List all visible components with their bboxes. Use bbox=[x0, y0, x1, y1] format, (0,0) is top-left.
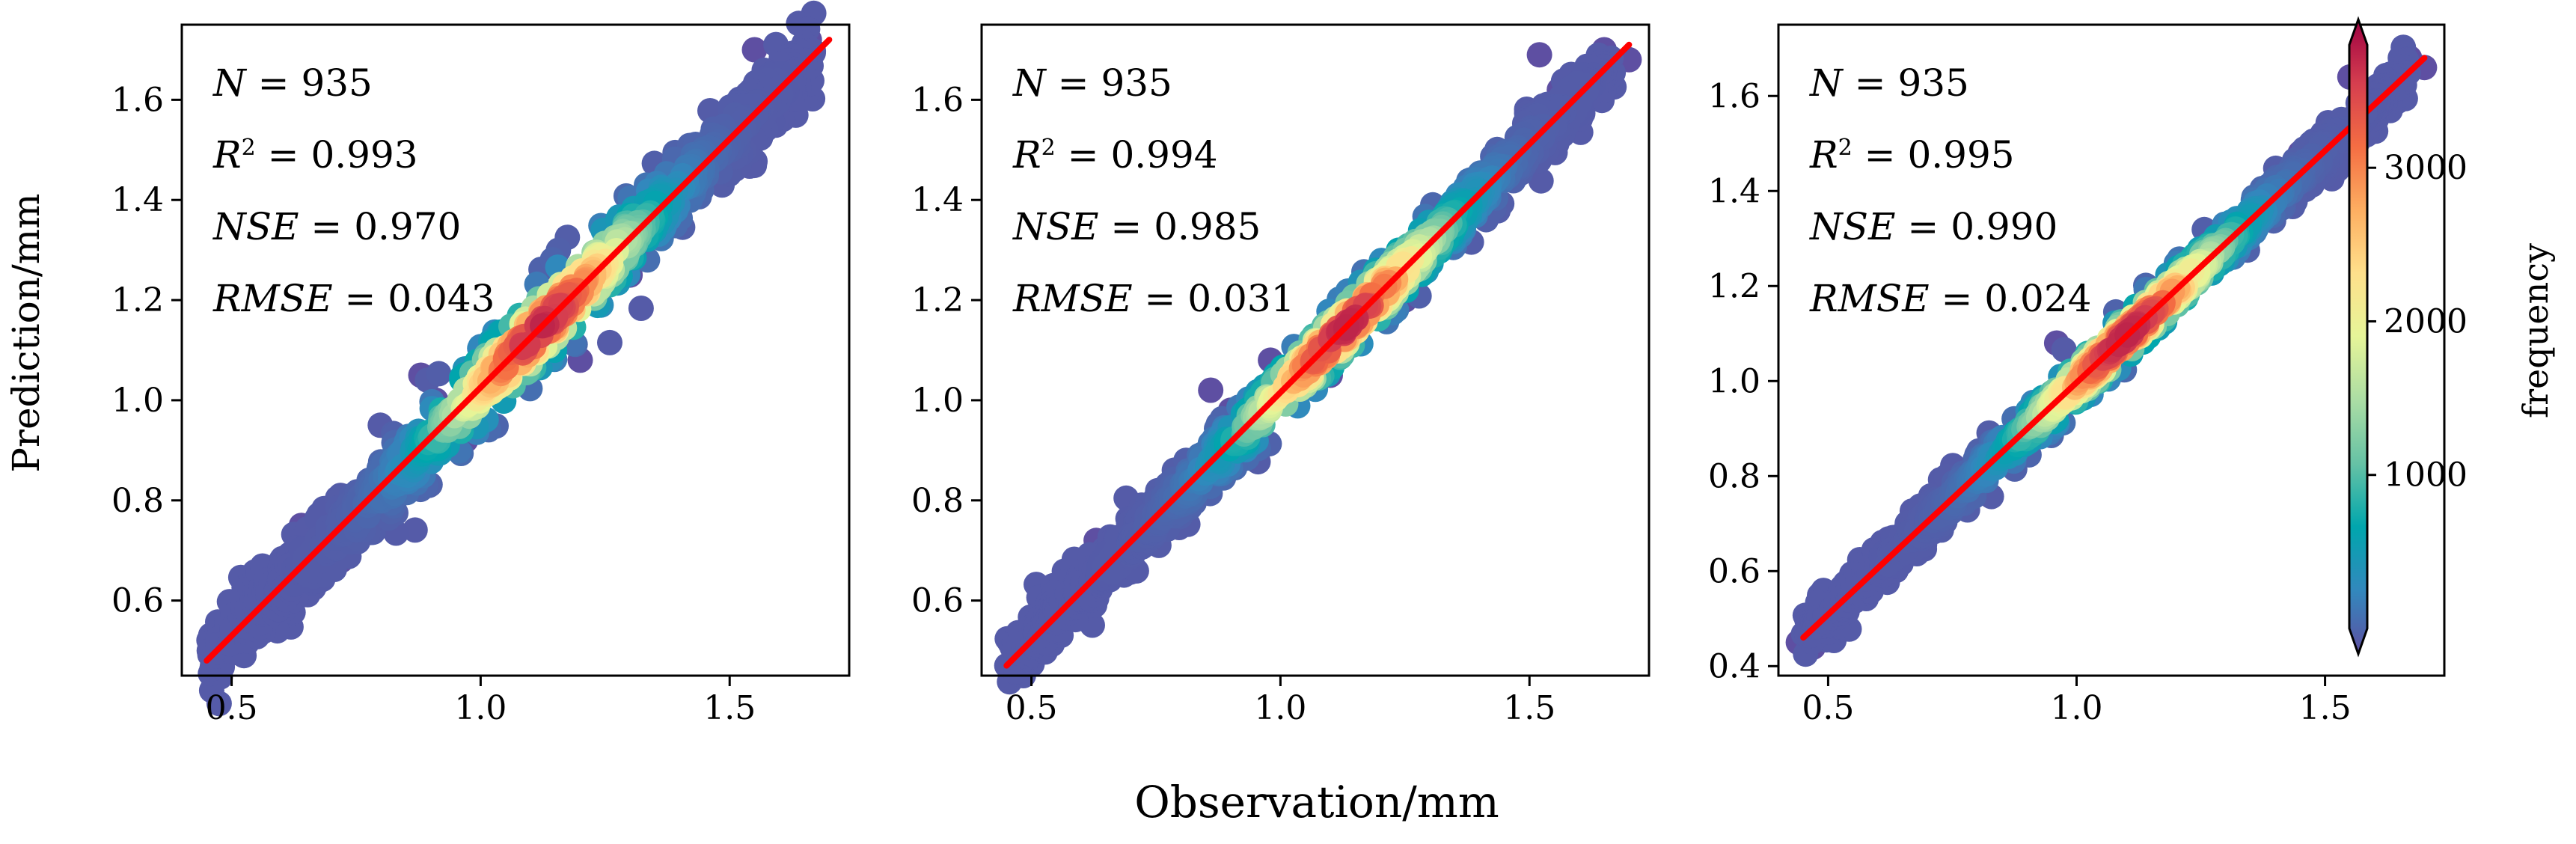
colorbar: 1000 2000 3000 frequency bbox=[2348, 16, 2556, 658]
y-tick-label: 1.0 bbox=[1708, 362, 1760, 400]
y-tick-label: 0.8 bbox=[1708, 457, 1760, 495]
panel-middle: 0.5 1.0 1.5 0.6 0.8 1.0 1.2 1.4 1.6 N = 935 R2 =… bbox=[911, 23, 1650, 727]
y-tick-label: 1.6 bbox=[1708, 77, 1760, 115]
x-tick-label: 1.5 bbox=[2299, 689, 2352, 727]
scatter-point bbox=[402, 517, 428, 543]
stat-nse-right: NSE = 0.990 bbox=[1809, 205, 2058, 248]
y-tick-label: 1.4 bbox=[1708, 172, 1760, 210]
plot-border-middle bbox=[980, 23, 1650, 677]
y-tick-label: 0.6 bbox=[911, 582, 964, 620]
stat-n-right: N = 935 bbox=[1809, 61, 1969, 105]
colorbar-tick-label: 1000 bbox=[2384, 456, 2468, 495]
scatter-point bbox=[1526, 42, 1552, 68]
x-tick-label: 0.5 bbox=[1802, 689, 1854, 727]
x-axis-label: Observation/mm bbox=[1134, 777, 1499, 828]
scatter-point bbox=[628, 296, 654, 321]
y-tick-label: 1.6 bbox=[911, 81, 964, 119]
plot-border-right bbox=[1777, 23, 2446, 677]
stat-r2-middle: R2 = 0.994 bbox=[1012, 133, 1218, 177]
colorbar-body bbox=[2348, 16, 2369, 658]
stat-rmse-middle: RMSE = 0.031 bbox=[1012, 277, 1294, 320]
scatter-point bbox=[741, 37, 768, 63]
y-tick-label: 1.0 bbox=[911, 382, 964, 420]
y-tick-label: 1.2 bbox=[1708, 267, 1760, 305]
y-tick-label: 0.4 bbox=[1708, 647, 1760, 685]
y-tick-label: 1.2 bbox=[911, 281, 964, 319]
x-tick-label: 1.5 bbox=[1503, 689, 1555, 727]
axis-ticks-middle: 0.5 1.0 1.5 0.6 0.8 1.0 1.2 1.4 1.6 bbox=[911, 81, 1555, 727]
scatter-point bbox=[426, 361, 452, 387]
x-tick-label: 1.0 bbox=[2051, 689, 2103, 727]
fit-line-right bbox=[1800, 55, 2428, 641]
stat-nse-middle: NSE = 0.985 bbox=[1012, 205, 1261, 248]
stat-nse-left: NSE = 0.970 bbox=[212, 205, 461, 248]
x-tick-label: 1.0 bbox=[1254, 689, 1306, 727]
y-tick-label: 1.4 bbox=[911, 181, 964, 219]
stat-rmse-left: RMSE = 0.043 bbox=[212, 277, 495, 320]
scatter-point bbox=[2051, 337, 2077, 363]
y-tick-label: 1.2 bbox=[111, 281, 164, 319]
scatter-point bbox=[597, 329, 622, 355]
stat-rmse-right: RMSE = 0.024 bbox=[1809, 277, 2091, 320]
plot-border-left bbox=[180, 23, 851, 677]
axis-ticks-left: 0.5 1.0 1.5 0.6 0.8 1.0 1.2 1.4 1.6 bbox=[111, 81, 756, 727]
y-tick-label: 0.6 bbox=[1708, 552, 1760, 590]
stat-r2-right: R2 = 0.995 bbox=[1809, 133, 2015, 177]
y-tick-label: 1.4 bbox=[111, 181, 164, 219]
x-tick-label: 1.5 bbox=[703, 689, 756, 727]
axis-ticks-right: 0.5 1.0 1.5 0.4 0.6 0.8 1.0 1.2 1.4 1.6 bbox=[1708, 77, 2352, 727]
panel-right: 0.5 1.0 1.5 0.4 0.6 0.8 1.0 1.2 1.4 1.6 N = 935 R… bbox=[1708, 23, 2446, 727]
scatter-point bbox=[1528, 168, 1554, 194]
y-tick-label: 1.6 bbox=[111, 81, 164, 119]
colorbar-ticks: 1000 2000 3000 bbox=[2367, 149, 2468, 495]
y-axis-label: Prediction/mm bbox=[4, 193, 48, 472]
fit-line-left bbox=[204, 37, 833, 664]
y-tick-label: 0.8 bbox=[911, 482, 964, 520]
stat-n-middle: N = 935 bbox=[1012, 61, 1172, 105]
x-tick-label: 1.0 bbox=[454, 689, 507, 727]
colorbar-tick-label: 3000 bbox=[2384, 149, 2468, 187]
panel-left: 0.5 1.0 1.5 0.6 0.8 1.0 1.2 1.4 1.6 N = 935 R2 =… bbox=[111, 0, 851, 727]
stat-n-left: N = 935 bbox=[212, 61, 373, 105]
fit-line-middle bbox=[1003, 41, 1633, 669]
x-tick-label: 0.5 bbox=[206, 689, 258, 727]
stat-r2-left: R2 = 0.993 bbox=[212, 133, 418, 177]
x-tick-label: 0.5 bbox=[1006, 689, 1058, 727]
y-tick-label: 0.6 bbox=[111, 582, 164, 620]
y-tick-label: 1.0 bbox=[111, 382, 164, 420]
colorbar-tick-label: 2000 bbox=[2384, 302, 2468, 340]
colorbar-label: frequency bbox=[2515, 243, 2556, 418]
y-tick-label: 0.8 bbox=[111, 482, 164, 520]
scatter-point bbox=[1198, 377, 1224, 403]
